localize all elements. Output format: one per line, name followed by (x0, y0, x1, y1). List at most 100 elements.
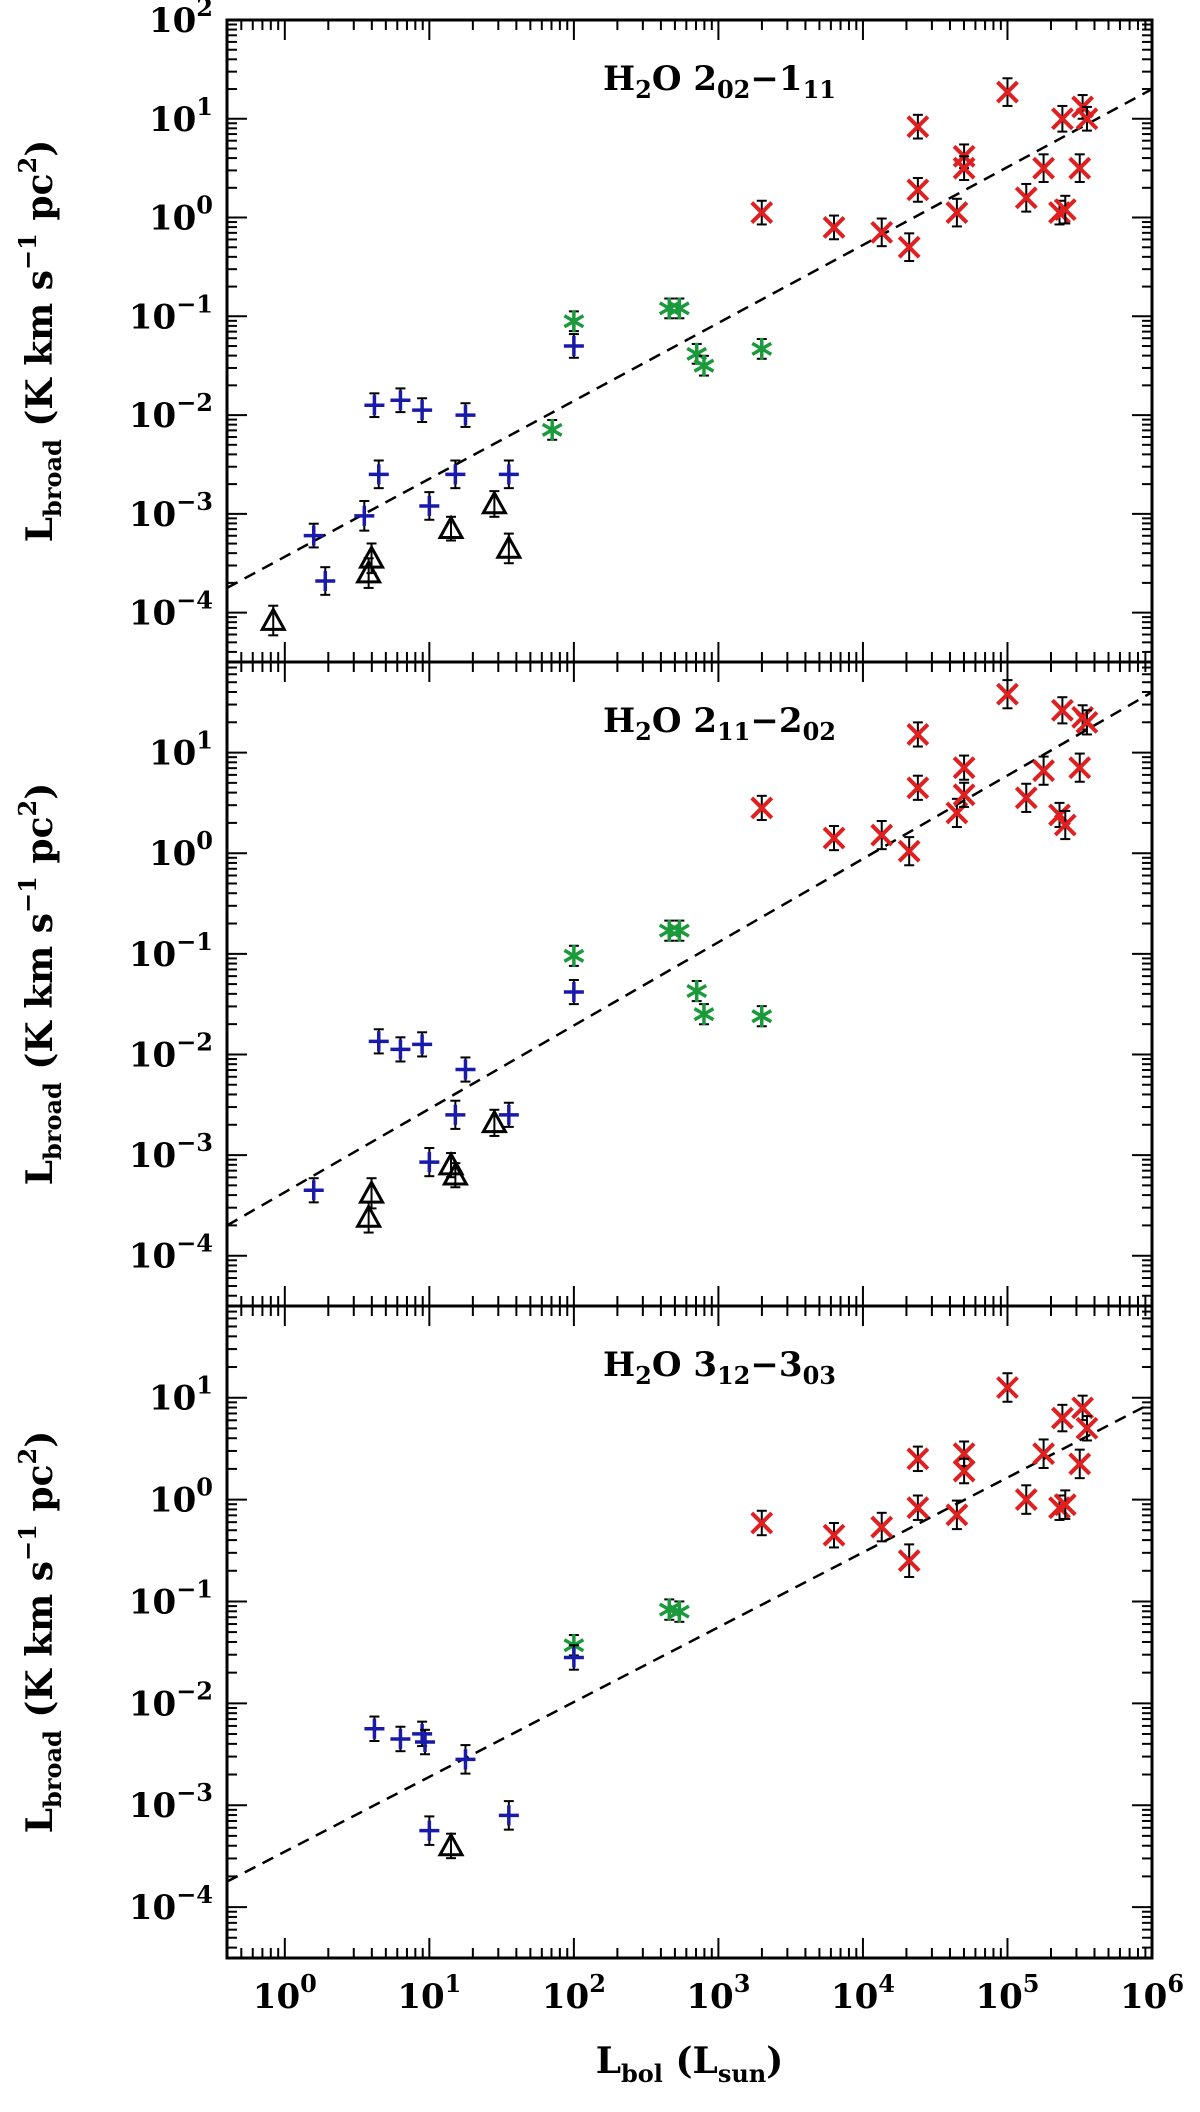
fit-line (226, 88, 1153, 590)
y-label-sub: broad (38, 1730, 67, 1808)
data-point (686, 342, 708, 365)
data-point (498, 1800, 519, 1831)
y-tick-base: 10 (149, 834, 196, 874)
y-tick-exponent: −1 (176, 289, 213, 318)
y-tick-label: 10−3 (129, 1778, 213, 1826)
data-point (751, 337, 773, 360)
y-tick-base: 10 (149, 734, 196, 774)
data-point (303, 1177, 324, 1204)
x-tick-base: 10 (542, 1977, 589, 2017)
series-blue-plus (303, 978, 584, 1204)
marker-cross (1068, 1452, 1092, 1476)
data-point (693, 354, 715, 377)
data-point (906, 774, 930, 801)
data-point (480, 1108, 508, 1137)
y-label-sub: broad (38, 439, 67, 517)
x-tick-label: 100 (253, 1969, 317, 2017)
y-label-main: L (19, 1160, 61, 1185)
y-tick-base: 10 (129, 1684, 176, 1724)
data-point (437, 1831, 465, 1860)
title-dash: − (750, 1345, 779, 1385)
data-point (1068, 752, 1092, 783)
marker-cross (1050, 107, 1074, 131)
y-label-units-sup: −1 (13, 1524, 42, 1561)
y-tick-base: 10 (149, 1379, 196, 1419)
marker-cross (870, 220, 894, 244)
data-point (357, 1177, 386, 1210)
series-green-asterisk (563, 1598, 690, 1657)
fit-line (226, 1401, 1153, 1883)
marker-cross (1032, 759, 1056, 783)
data-point (996, 679, 1019, 710)
marker-cross (897, 839, 921, 863)
data-point (1050, 104, 1074, 133)
data-point (686, 979, 708, 1003)
marker-cross (1014, 1488, 1038, 1511)
x-tick-exponent: 4 (878, 1969, 895, 1998)
title-molecule-sub: 2 (635, 717, 652, 746)
y-tick-base: 10 (129, 1237, 176, 1277)
y-tick-label: 102 (149, 0, 213, 41)
title-molecule-sub: 2 (635, 75, 652, 104)
y-tick-exponent: −2 (176, 388, 213, 417)
y-tick-exponent: 1 (196, 92, 213, 121)
data-point (693, 1003, 715, 1026)
x-axis-label: Lbol (Lsun) (596, 2040, 784, 2088)
marker-asterisk (669, 923, 690, 938)
data-point (415, 1728, 436, 1756)
panel-title: H2O 211−202 (603, 701, 836, 746)
data-point (480, 489, 508, 518)
data-point (906, 177, 930, 203)
series-black-triangle (259, 489, 523, 637)
marker-asterisk (669, 301, 690, 316)
data-point (563, 333, 584, 359)
y-tick-label: 10−3 (129, 1128, 213, 1176)
data-point (412, 1031, 433, 1058)
x-tick-exponent: 5 (1023, 1969, 1040, 1998)
y-tick-label: 101 (149, 726, 213, 774)
marker-cross (1075, 107, 1099, 131)
title-molecule-sub: 2 (635, 1361, 652, 1390)
y-tick-label: 100 (149, 826, 213, 874)
marker-triangle (355, 1203, 383, 1228)
y-label-close: ) (19, 1431, 61, 1448)
y-tick-base: 10 (129, 594, 176, 634)
panel-title: H2O 202−111 (603, 59, 836, 104)
series-red-cross (750, 679, 1099, 867)
y-label-units-sup: −1 (13, 876, 42, 913)
data-point (364, 1715, 385, 1743)
title-molecule-rest: O (652, 1345, 682, 1385)
data-point (390, 387, 411, 414)
data-point (906, 1445, 930, 1473)
series-blue-plus (303, 333, 584, 596)
data-point (996, 1372, 1019, 1403)
data-point (996, 77, 1019, 107)
y-label-units-pc: pc (19, 174, 61, 234)
marker-cross (1068, 756, 1092, 780)
marker-cross (750, 201, 774, 225)
y-tick-base: 10 (129, 297, 176, 337)
data-point (368, 459, 389, 490)
marker-cross (1075, 1416, 1099, 1440)
y-tick-base: 10 (129, 396, 176, 436)
data-point (952, 1457, 976, 1485)
data-point (315, 566, 336, 596)
title-upper-level: 3 (681, 1345, 717, 1385)
marker-triangle (355, 559, 383, 584)
marker-cross (996, 682, 1019, 706)
x-tick-exponent: 0 (300, 1969, 317, 1998)
marker-cross (906, 178, 930, 202)
y-tick-label: 10−2 (129, 1676, 213, 1724)
data-point (1014, 182, 1038, 213)
series-blue-plus (364, 1644, 584, 1846)
title-upper-sub: 11 (717, 717, 750, 746)
x-tick-label: 103 (686, 1969, 750, 2017)
marker-cross (906, 1496, 930, 1520)
marker-cross (1048, 803, 1071, 827)
y-tick-label: 101 (149, 92, 213, 140)
data-point (1068, 1448, 1092, 1480)
marker-asterisk (686, 346, 708, 361)
